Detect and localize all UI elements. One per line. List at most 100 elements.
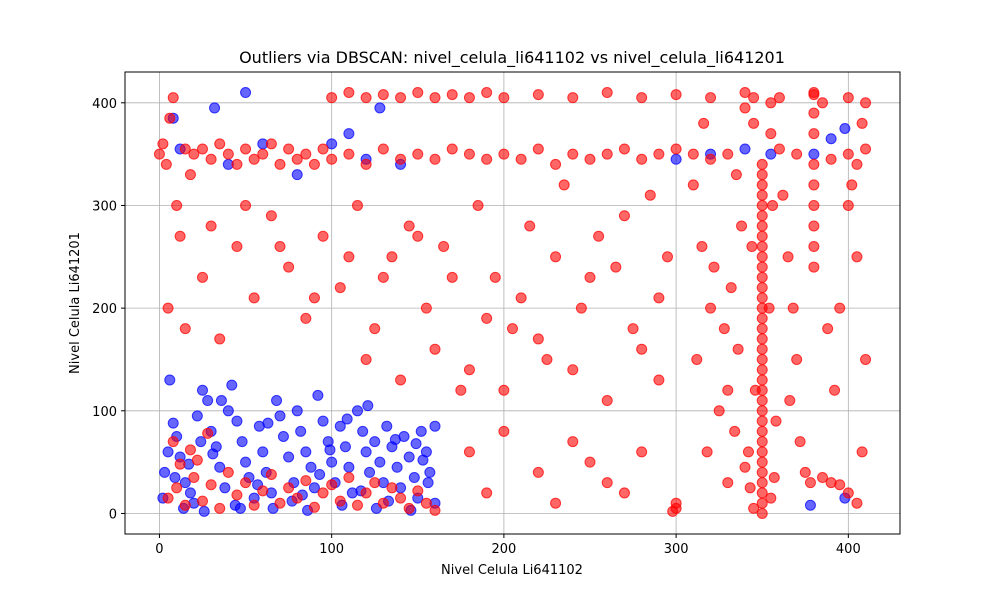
- inlier-point: [262, 417, 274, 429]
- outlier-point: [160, 158, 172, 170]
- inlier-point: [339, 441, 351, 453]
- outlier-point: [817, 472, 828, 484]
- outlier-point: [558, 179, 570, 191]
- outlier-point: [429, 153, 441, 165]
- inlier-point: [312, 389, 324, 401]
- outlier-point: [773, 143, 785, 155]
- outlier-point: [446, 271, 458, 283]
- outlier-point: [787, 302, 799, 314]
- outlier-point: [214, 502, 226, 514]
- x-tick-label: 100: [319, 542, 344, 557]
- outlier-point: [352, 199, 363, 211]
- outlier-point: [730, 169, 742, 181]
- outlier-point: [756, 395, 768, 407]
- outlier-point: [834, 302, 846, 314]
- outlier-point: [240, 199, 252, 211]
- outlier-point: [291, 492, 303, 504]
- inlier-point: [341, 413, 353, 425]
- outlier-point: [395, 492, 407, 504]
- inlier-point: [429, 420, 441, 432]
- outlier-point: [291, 153, 303, 165]
- outlier-point: [162, 492, 174, 504]
- outlier-point: [860, 353, 872, 365]
- inlier-point: [389, 434, 401, 446]
- outlier-point: [231, 489, 243, 501]
- outlier-point: [171, 199, 183, 211]
- outlier-point: [808, 261, 820, 273]
- outlier-point: [765, 492, 777, 504]
- outlier-point: [231, 158, 243, 170]
- outlier-point: [636, 343, 648, 355]
- outlier-point: [248, 153, 260, 165]
- inlier-point: [424, 466, 436, 478]
- outlier-point: [667, 505, 679, 517]
- outlier-point: [463, 446, 475, 458]
- inlier-point: [184, 487, 196, 499]
- outlier-point: [184, 444, 196, 456]
- inlier-point: [360, 446, 372, 458]
- inlier-point: [374, 102, 386, 114]
- inlier-point: [222, 405, 234, 417]
- inlier-point: [234, 502, 246, 514]
- outlier-point: [701, 446, 713, 458]
- outlier-point: [377, 143, 389, 155]
- outlier-point: [317, 487, 329, 499]
- outlier-point: [231, 241, 243, 253]
- outlier-point: [308, 158, 320, 170]
- outlier-point: [739, 461, 751, 473]
- outlier-point: [395, 153, 407, 165]
- outlier-point: [395, 92, 407, 104]
- outlier-point: [412, 87, 424, 99]
- outlier-point: [265, 210, 277, 222]
- outlier-point: [197, 495, 208, 507]
- x-axis-title: Nivel Celula Li641102: [441, 563, 583, 578]
- outlier-point: [601, 148, 613, 160]
- outlier-point: [808, 158, 820, 170]
- outlier-point: [446, 143, 458, 155]
- outlier-point: [524, 220, 536, 232]
- outlier-point: [746, 241, 758, 253]
- outlier-point: [860, 97, 872, 109]
- outlier-point: [498, 92, 510, 104]
- outlier-point: [283, 261, 295, 273]
- inlier-point: [324, 444, 336, 456]
- outlier-point: [343, 472, 355, 484]
- outlier-point: [403, 220, 415, 232]
- outlier-point: [763, 302, 775, 314]
- outlier-point: [744, 482, 756, 494]
- outlier-point: [834, 479, 846, 491]
- inlier-point: [417, 454, 429, 466]
- outlier-point: [653, 374, 665, 386]
- outlier-point: [205, 153, 217, 165]
- outlier-point: [429, 343, 441, 355]
- outlier-point: [708, 261, 720, 273]
- outlier-point: [718, 323, 730, 335]
- outlier-point: [644, 189, 656, 201]
- outlier-point: [808, 199, 820, 211]
- outlier-point: [791, 353, 803, 365]
- outlier-point: [326, 479, 338, 491]
- outlier-point: [851, 497, 863, 509]
- inlier-point: [300, 446, 312, 458]
- outlier-point: [343, 251, 355, 263]
- outlier-point: [205, 220, 217, 232]
- inlier-point: [198, 505, 210, 517]
- outlier-point: [808, 220, 820, 232]
- outlier-point: [300, 148, 312, 160]
- outlier-point: [653, 292, 665, 304]
- outlier-point: [498, 425, 510, 437]
- inlier-point: [305, 461, 317, 473]
- outlier-point: [808, 87, 820, 99]
- outlier-point: [748, 92, 760, 104]
- outlier-point: [283, 482, 295, 494]
- outlier-point: [174, 458, 186, 470]
- outlier-point: [756, 425, 768, 437]
- outlier-point: [799, 466, 811, 478]
- inlier-point: [291, 405, 303, 417]
- outlier-point: [627, 323, 639, 335]
- outlier-point: [756, 312, 768, 324]
- outlier-point: [202, 427, 214, 439]
- outlier-point: [653, 148, 665, 160]
- outlier-point: [369, 323, 381, 335]
